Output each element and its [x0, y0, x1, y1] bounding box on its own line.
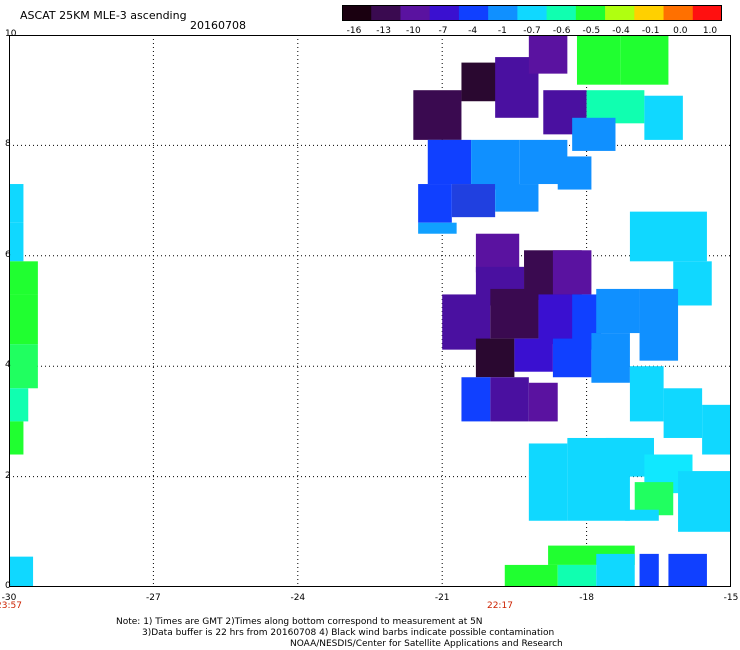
colorbar-segment [546, 5, 577, 21]
swath-cell [673, 261, 712, 306]
note-line-3: NOAA/NESDIS/Center for Satellite Applica… [290, 639, 563, 649]
colorbar-tick-label: -13 [376, 26, 392, 36]
swath-cell [552, 338, 592, 378]
swath-cell [9, 261, 38, 295]
swath-cell [557, 564, 597, 587]
colorbar-segment [371, 5, 401, 21]
swath-cell [9, 222, 24, 262]
swath-cell [639, 288, 679, 361]
swath-cell [596, 553, 635, 587]
swath-cell [427, 139, 472, 185]
swath-cell [702, 404, 731, 455]
colorbar [342, 5, 722, 21]
colorbar-segment [342, 5, 372, 21]
swath-cell [668, 553, 707, 587]
note-line-1: Note: 1) Times are GMT 2)Times along bot… [116, 617, 483, 627]
swath-cell [629, 211, 707, 262]
swath-cell [451, 184, 496, 218]
swath-cell [9, 184, 24, 223]
colorbar-tick-label: -7 [438, 26, 448, 36]
colorbar-tick-label: 0.0 [673, 26, 688, 36]
swath-cell [596, 288, 640, 334]
colorbar-segment [605, 5, 635, 21]
swath-cell [9, 388, 29, 422]
swath-cell [538, 294, 577, 345]
swath-cell [504, 564, 558, 587]
y-tick-label: 8 [5, 139, 11, 150]
swath-cell [678, 471, 731, 532]
colorbar-tick-label: -16 [346, 26, 362, 36]
colorbar-segment [429, 5, 460, 21]
swath-cell [620, 35, 669, 85]
swath-cell [557, 156, 592, 190]
y-tick-label: 10 [5, 29, 17, 39]
swath-cell [418, 222, 457, 234]
swath-cell [528, 35, 568, 74]
colorbar-tick-label: -0.4 [612, 26, 630, 36]
colorbar-segment [458, 5, 489, 21]
x-tick-label: -24 [290, 593, 306, 603]
colorbar-segment [634, 5, 665, 21]
y-tick-label: 2 [5, 470, 11, 481]
swath-cell [475, 233, 520, 273]
x-tick-label: -15 [723, 593, 739, 603]
swath-cell [663, 388, 703, 438]
swath-cell [461, 62, 500, 102]
swath-cell [591, 333, 630, 383]
swath-cell [490, 288, 539, 339]
swath-cell [9, 556, 34, 587]
swath-cell [639, 553, 659, 587]
y-tick-label: 6 [5, 249, 11, 260]
swath-cell [514, 338, 553, 372]
swath-cell [495, 184, 539, 212]
colorbar-tick-label: -4 [468, 26, 478, 36]
colorbar-tick-label: -10 [405, 26, 421, 36]
swath-cell [418, 184, 452, 223]
swath-cell [528, 382, 558, 422]
note-line-2: 3)Data buffer is 22 hrs from 20160708 4)… [142, 628, 555, 638]
swath-cell [461, 377, 491, 422]
colorbar-tick-label: 1.0 [702, 26, 718, 36]
y-tick-label: 4 [5, 360, 11, 371]
product-title: ASCAT 25KM MLE-3 ascending [20, 9, 187, 22]
product-date: 20160708 [190, 19, 246, 32]
x-tick-label: -18 [579, 593, 594, 603]
colorbar-tick-label: -0.5 [582, 26, 601, 36]
time-label: 23:57 [0, 601, 22, 611]
swath-cell [9, 421, 24, 455]
swath-cell [9, 344, 38, 389]
colorbar-tick-label: -0.7 [523, 26, 541, 36]
colorbar-tick-label: -0.6 [552, 26, 571, 36]
swath-cell [576, 35, 621, 85]
plot-frame [9, 35, 731, 587]
time-label: 22:17 [486, 601, 513, 611]
colorbar-segment [692, 5, 722, 21]
colorbar-segment [663, 5, 694, 21]
y-tick-label: 0 [5, 581, 11, 591]
colorbar-tick-label: -0.1 [641, 26, 660, 36]
colorbar-tick-label: -1 [497, 26, 507, 36]
swath-cell [490, 377, 529, 422]
swath-cell [572, 117, 616, 151]
swath-cell [471, 139, 520, 190]
swath-cell [528, 443, 568, 521]
swath-cell [644, 95, 683, 140]
colorbar-segment [488, 5, 518, 21]
swath-cell [625, 509, 659, 521]
x-tick-label: -21 [434, 593, 450, 603]
swath-cell [629, 366, 664, 422]
swath-cell [475, 338, 515, 378]
swath-cell [552, 250, 592, 295]
map-plot [9, 35, 731, 587]
colorbar-segment [400, 5, 431, 21]
swath-cell [9, 294, 38, 345]
x-tick-label: -30 [1, 593, 17, 603]
x-tick-label: -27 [146, 593, 161, 603]
swath-cell [413, 90, 462, 140]
colorbar-segment [575, 5, 606, 21]
colorbar-segment [517, 5, 548, 21]
